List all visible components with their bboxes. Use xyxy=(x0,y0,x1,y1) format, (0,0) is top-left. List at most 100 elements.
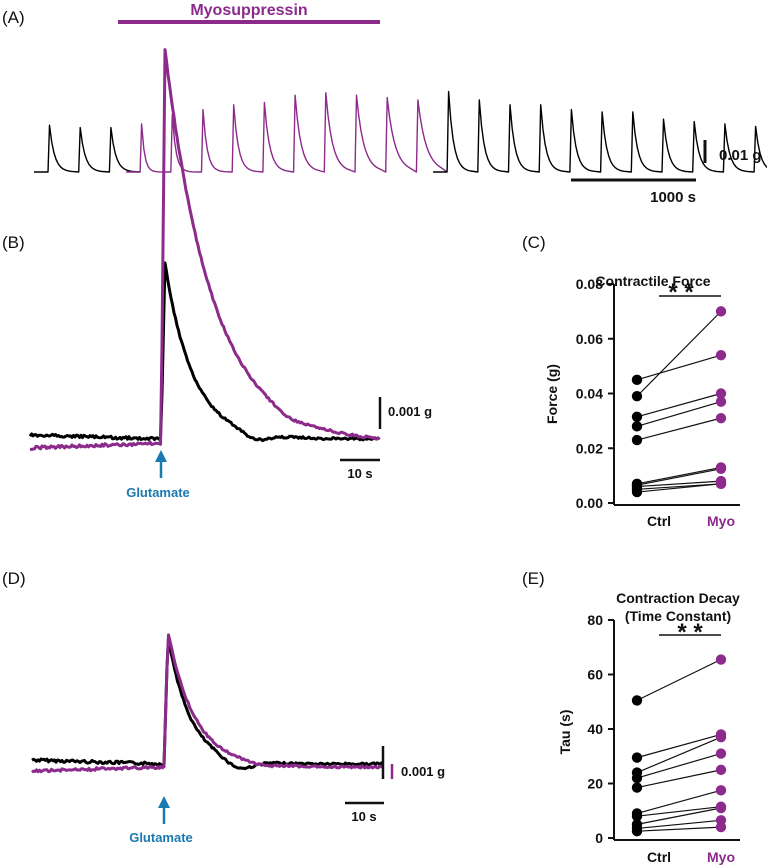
ctrl-point xyxy=(631,695,643,706)
ctrl-point xyxy=(631,772,643,784)
myo-point xyxy=(715,821,727,833)
ctrl-point xyxy=(631,374,643,386)
significance-c: * * xyxy=(668,279,694,306)
myo-point xyxy=(715,654,727,665)
pair-line xyxy=(636,310,722,397)
pair-line xyxy=(636,807,722,825)
y-axis-label-c: Force (g) xyxy=(544,364,560,424)
panel-a-label: (A) xyxy=(2,8,25,27)
pair-line xyxy=(636,769,722,789)
panel-b-label: (B) xyxy=(2,233,25,252)
y-tick-label: 40 xyxy=(587,721,603,737)
panel-d-label: (D) xyxy=(2,569,26,588)
y-ticks-e: 0 20 40 60 80 xyxy=(587,612,614,846)
force-scale-label-b: 0.001 g xyxy=(388,404,432,419)
panel-d: (D) 0.001 g 10 s Glutamate xyxy=(2,569,445,845)
myo-point xyxy=(715,306,727,317)
treatment-label: Myosuppressin xyxy=(190,2,307,19)
pair-line xyxy=(636,354,722,381)
ctrl-point xyxy=(631,434,643,446)
ctrl-point xyxy=(631,391,643,402)
y-axis-label-e: Tau (s) xyxy=(557,710,573,755)
ctrl-point xyxy=(631,825,643,837)
y-ticks-c: 0.00 0.02 0.04 0.06 0.08 xyxy=(576,276,614,511)
glutamate-arrow-icon xyxy=(155,450,167,478)
force-scale-label-d: 0.001 g xyxy=(401,764,445,779)
ctrl-point xyxy=(631,411,643,422)
y-tick-label: 80 xyxy=(587,612,603,628)
panel-e-label: (E) xyxy=(522,569,545,588)
trace-segment-washout xyxy=(433,90,767,173)
x-tick-ctrl-e: Ctrl xyxy=(647,849,671,865)
y-tick-label: 0.04 xyxy=(576,386,603,402)
chart-title-c: Contractile Force xyxy=(595,273,710,289)
ctrl-point xyxy=(631,811,643,822)
pair-line xyxy=(636,806,722,817)
trace-segment-myosuppressin xyxy=(126,92,448,173)
y-tick-label: 60 xyxy=(587,667,603,683)
time-scale-label-d: 10 s xyxy=(351,809,376,824)
myo-point xyxy=(715,748,727,759)
chart-title-e-line1: Contraction Decay xyxy=(616,590,740,606)
force-scale-label-a: 0.01 g xyxy=(719,147,762,164)
pair-line xyxy=(636,789,722,815)
panel-e: (E) Contraction Decay (Time Constant) * … xyxy=(522,569,740,865)
pair-line xyxy=(636,736,722,774)
pair-line xyxy=(636,417,722,441)
pair-line xyxy=(636,733,722,759)
y-tick-label: 0.08 xyxy=(576,276,603,292)
y-tick-label: 0.00 xyxy=(576,495,603,511)
pair-line xyxy=(636,401,722,427)
glutamate-label-b: Glutamate xyxy=(126,485,190,500)
panel-b: (B) 0.001 g 10 s Glutamate xyxy=(2,48,432,500)
glutamate-arrow-icon xyxy=(158,796,170,824)
myo-trace-d xyxy=(31,633,385,774)
x-tick-ctrl-c: Ctrl xyxy=(647,513,671,529)
y-tick-label: 20 xyxy=(587,776,603,792)
ctrl-point xyxy=(631,486,643,498)
myo-point xyxy=(715,731,727,743)
myo-point xyxy=(715,349,727,361)
significance-e: * * xyxy=(677,619,703,646)
pair-line xyxy=(636,658,722,701)
paired-points-c xyxy=(631,306,727,498)
y-tick-label: 0.06 xyxy=(576,331,603,347)
pair-line xyxy=(636,480,722,488)
panel-c: (C) Contractile Force * * 0.000.020.040.… xyxy=(522,233,740,529)
pair-line xyxy=(636,466,722,485)
pair-line xyxy=(636,483,722,493)
ctrl-trace-d xyxy=(31,636,384,771)
pair-line xyxy=(636,752,722,779)
y-tick-label: 0 xyxy=(595,830,603,846)
paired-points-e xyxy=(631,654,727,837)
pair-line xyxy=(636,819,722,830)
panel-a: (A) Myosuppressin 0.01 g 1000 s xyxy=(2,2,767,206)
myo-point xyxy=(715,478,727,490)
ctrl-trace-b xyxy=(28,261,380,443)
myo-trace-b xyxy=(30,48,381,451)
pair-line xyxy=(636,392,722,418)
ctrl-point xyxy=(631,782,643,793)
y-tick-label: 0.02 xyxy=(576,440,603,456)
x-tick-myo-c: Myo xyxy=(707,513,735,529)
glutamate-label-d: Glutamate xyxy=(129,830,193,845)
panel-c-label: (C) xyxy=(522,233,546,252)
myo-point xyxy=(715,802,727,814)
myo-point xyxy=(715,463,727,474)
ctrl-point xyxy=(631,752,643,763)
time-scale-label-b: 10 s xyxy=(347,466,372,481)
myo-point xyxy=(715,388,727,399)
myo-point xyxy=(715,396,727,407)
myo-point xyxy=(715,764,727,776)
pair-line xyxy=(636,468,722,486)
trace-segment-control xyxy=(34,124,141,173)
x-tick-myo-e: Myo xyxy=(707,849,735,865)
force-trace-a xyxy=(34,90,767,173)
myo-point xyxy=(715,412,727,424)
myo-point xyxy=(715,785,727,796)
time-scale-label-a: 1000 s xyxy=(650,189,696,206)
pair-line xyxy=(636,826,722,832)
ctrl-point xyxy=(631,421,643,432)
chart-title-e-line2: (Time Constant) xyxy=(625,608,731,624)
